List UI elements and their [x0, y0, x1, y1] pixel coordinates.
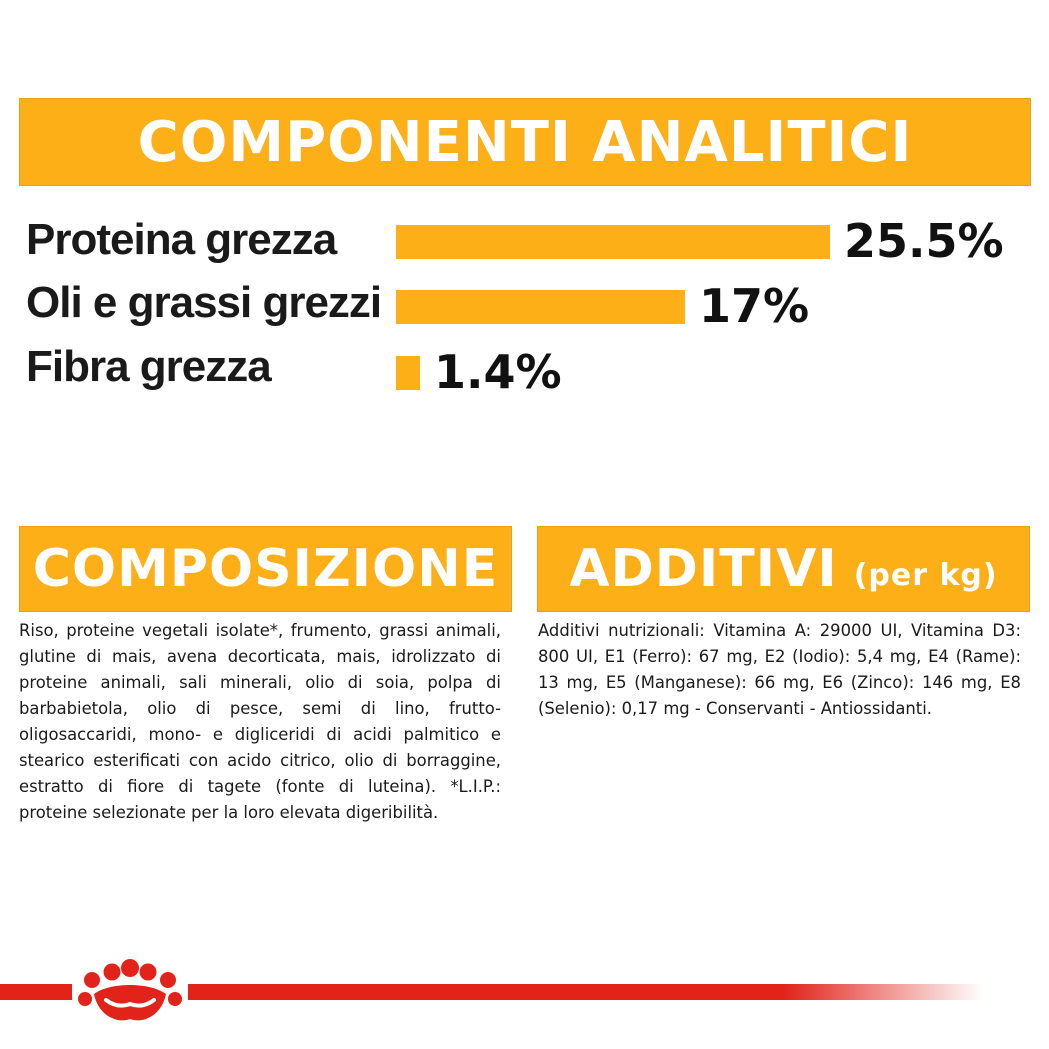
row-value-oli-grassi: 17% — [699, 279, 810, 333]
bar-fibra — [396, 356, 420, 390]
section-banner-componenti-analitici: COMPONENTI ANALITICI — [19, 98, 1031, 186]
section-title: ADDITIVI — [569, 539, 838, 599]
row-value-fibra: 1.4% — [434, 345, 562, 399]
footer-red-line-right — [188, 984, 983, 1000]
section-title: COMPOSIZIONE — [32, 539, 499, 599]
additivi-text: Additivi nutrizionali: Vitamina A: 29000… — [538, 621, 1021, 718]
row-label-fibra: Fibra grezza — [26, 342, 272, 391]
row-value-proteina: 25.5% — [844, 214, 1004, 268]
row-label-oli-grassi: Oli e grassi grezzi — [26, 278, 382, 327]
bar-proteina — [396, 225, 830, 259]
section-banner-additivi: ADDITIVI (per kg) — [537, 526, 1030, 612]
row-label-proteina: Proteina grezza — [26, 215, 337, 264]
bar-oli-grassi — [396, 290, 685, 324]
section-title: COMPONENTI ANALITICI — [137, 109, 913, 175]
section-title-suffix: (per kg) — [853, 557, 998, 593]
section-banner-composizione: COMPOSIZIONE — [19, 526, 512, 612]
footer-red-line-left — [0, 984, 72, 1000]
composizione-text: Riso, proteine vegetali isolate*, frumen… — [19, 621, 501, 822]
royal-canin-crown-icon — [78, 959, 182, 1021]
